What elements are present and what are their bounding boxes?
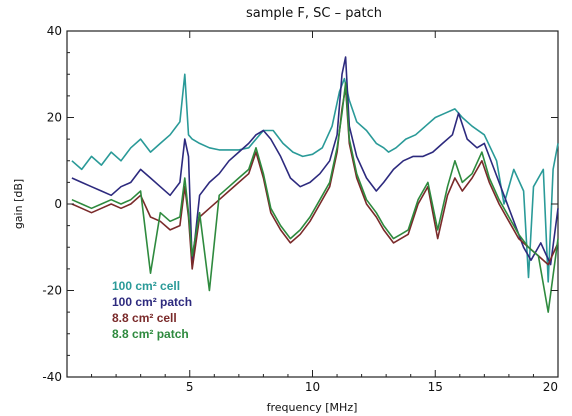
series-line-2 — [71, 56, 559, 266]
y-tick-label: 20 — [47, 111, 62, 125]
legend-label-2: 100 cm² patch — [112, 295, 192, 309]
chart-title: sample F, SC – patch — [246, 6, 382, 21]
y-tick-label: 40 — [47, 24, 62, 38]
y-tick-label: -40 — [42, 370, 62, 384]
x-tick-label: 15 — [428, 380, 443, 394]
y-tick-label: 0 — [54, 197, 62, 211]
legend-label-1: 100 cm² cell — [112, 279, 180, 293]
series-line-3 — [71, 86, 559, 270]
legend-label-4: 8.8 cm² patch — [112, 327, 189, 341]
series-line-4 — [71, 82, 559, 313]
legend: 100 cm² cell 100 cm² patch 8.8 cm² cell 8.8… — [112, 279, 192, 341]
tick-layer: 5 10 15 20 -40 -20 0 20 40 — [42, 24, 559, 394]
plot-frame — [66, 30, 559, 378]
y-axis-label: gain [dB] — [12, 179, 25, 229]
series-line-1 — [71, 73, 559, 283]
x-tick-label: 10 — [305, 380, 320, 394]
legend-label-3: 8.8 cm² cell — [112, 311, 177, 325]
x-axis-label: frequency [MHz] — [267, 401, 358, 414]
x-tick-label: 5 — [186, 380, 194, 394]
x-tick-label: 20 — [543, 380, 558, 394]
trace-layer — [71, 56, 559, 313]
y-tick-label: -20 — [42, 284, 62, 298]
